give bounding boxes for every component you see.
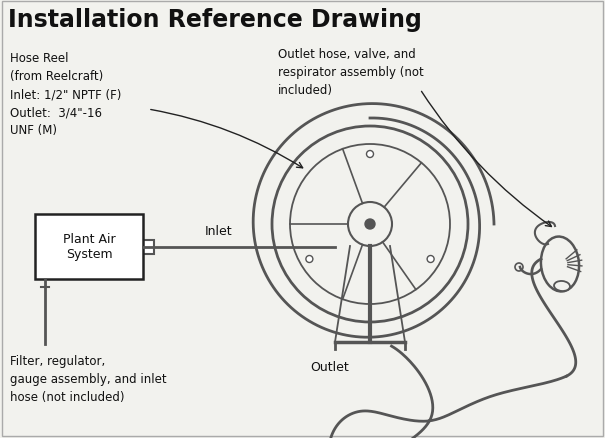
FancyBboxPatch shape (35, 215, 143, 279)
Text: Inlet: Inlet (205, 225, 233, 238)
Circle shape (348, 202, 392, 247)
Text: Hose Reel
(from Reelcraft)
Inlet: 1/2" NPTF (F)
Outlet:  3/4"-16
UNF (M): Hose Reel (from Reelcraft) Inlet: 1/2" N… (10, 52, 122, 137)
Circle shape (306, 256, 313, 263)
Ellipse shape (541, 237, 579, 292)
Text: Outlet hose, valve, and
respirator assembly (not
included): Outlet hose, valve, and respirator assem… (278, 48, 424, 97)
Circle shape (367, 151, 373, 158)
Text: Plant Air
System: Plant Air System (63, 233, 116, 261)
Text: Installation Reference Drawing: Installation Reference Drawing (8, 8, 422, 32)
Circle shape (515, 263, 523, 272)
Ellipse shape (554, 281, 570, 291)
Bar (142, 240, 154, 254)
Text: Filter, regulator,
gauge assembly, and inlet
hose (not included): Filter, regulator, gauge assembly, and i… (10, 354, 166, 403)
Circle shape (427, 256, 434, 263)
Text: Outlet: Outlet (310, 360, 349, 374)
Circle shape (365, 219, 375, 230)
